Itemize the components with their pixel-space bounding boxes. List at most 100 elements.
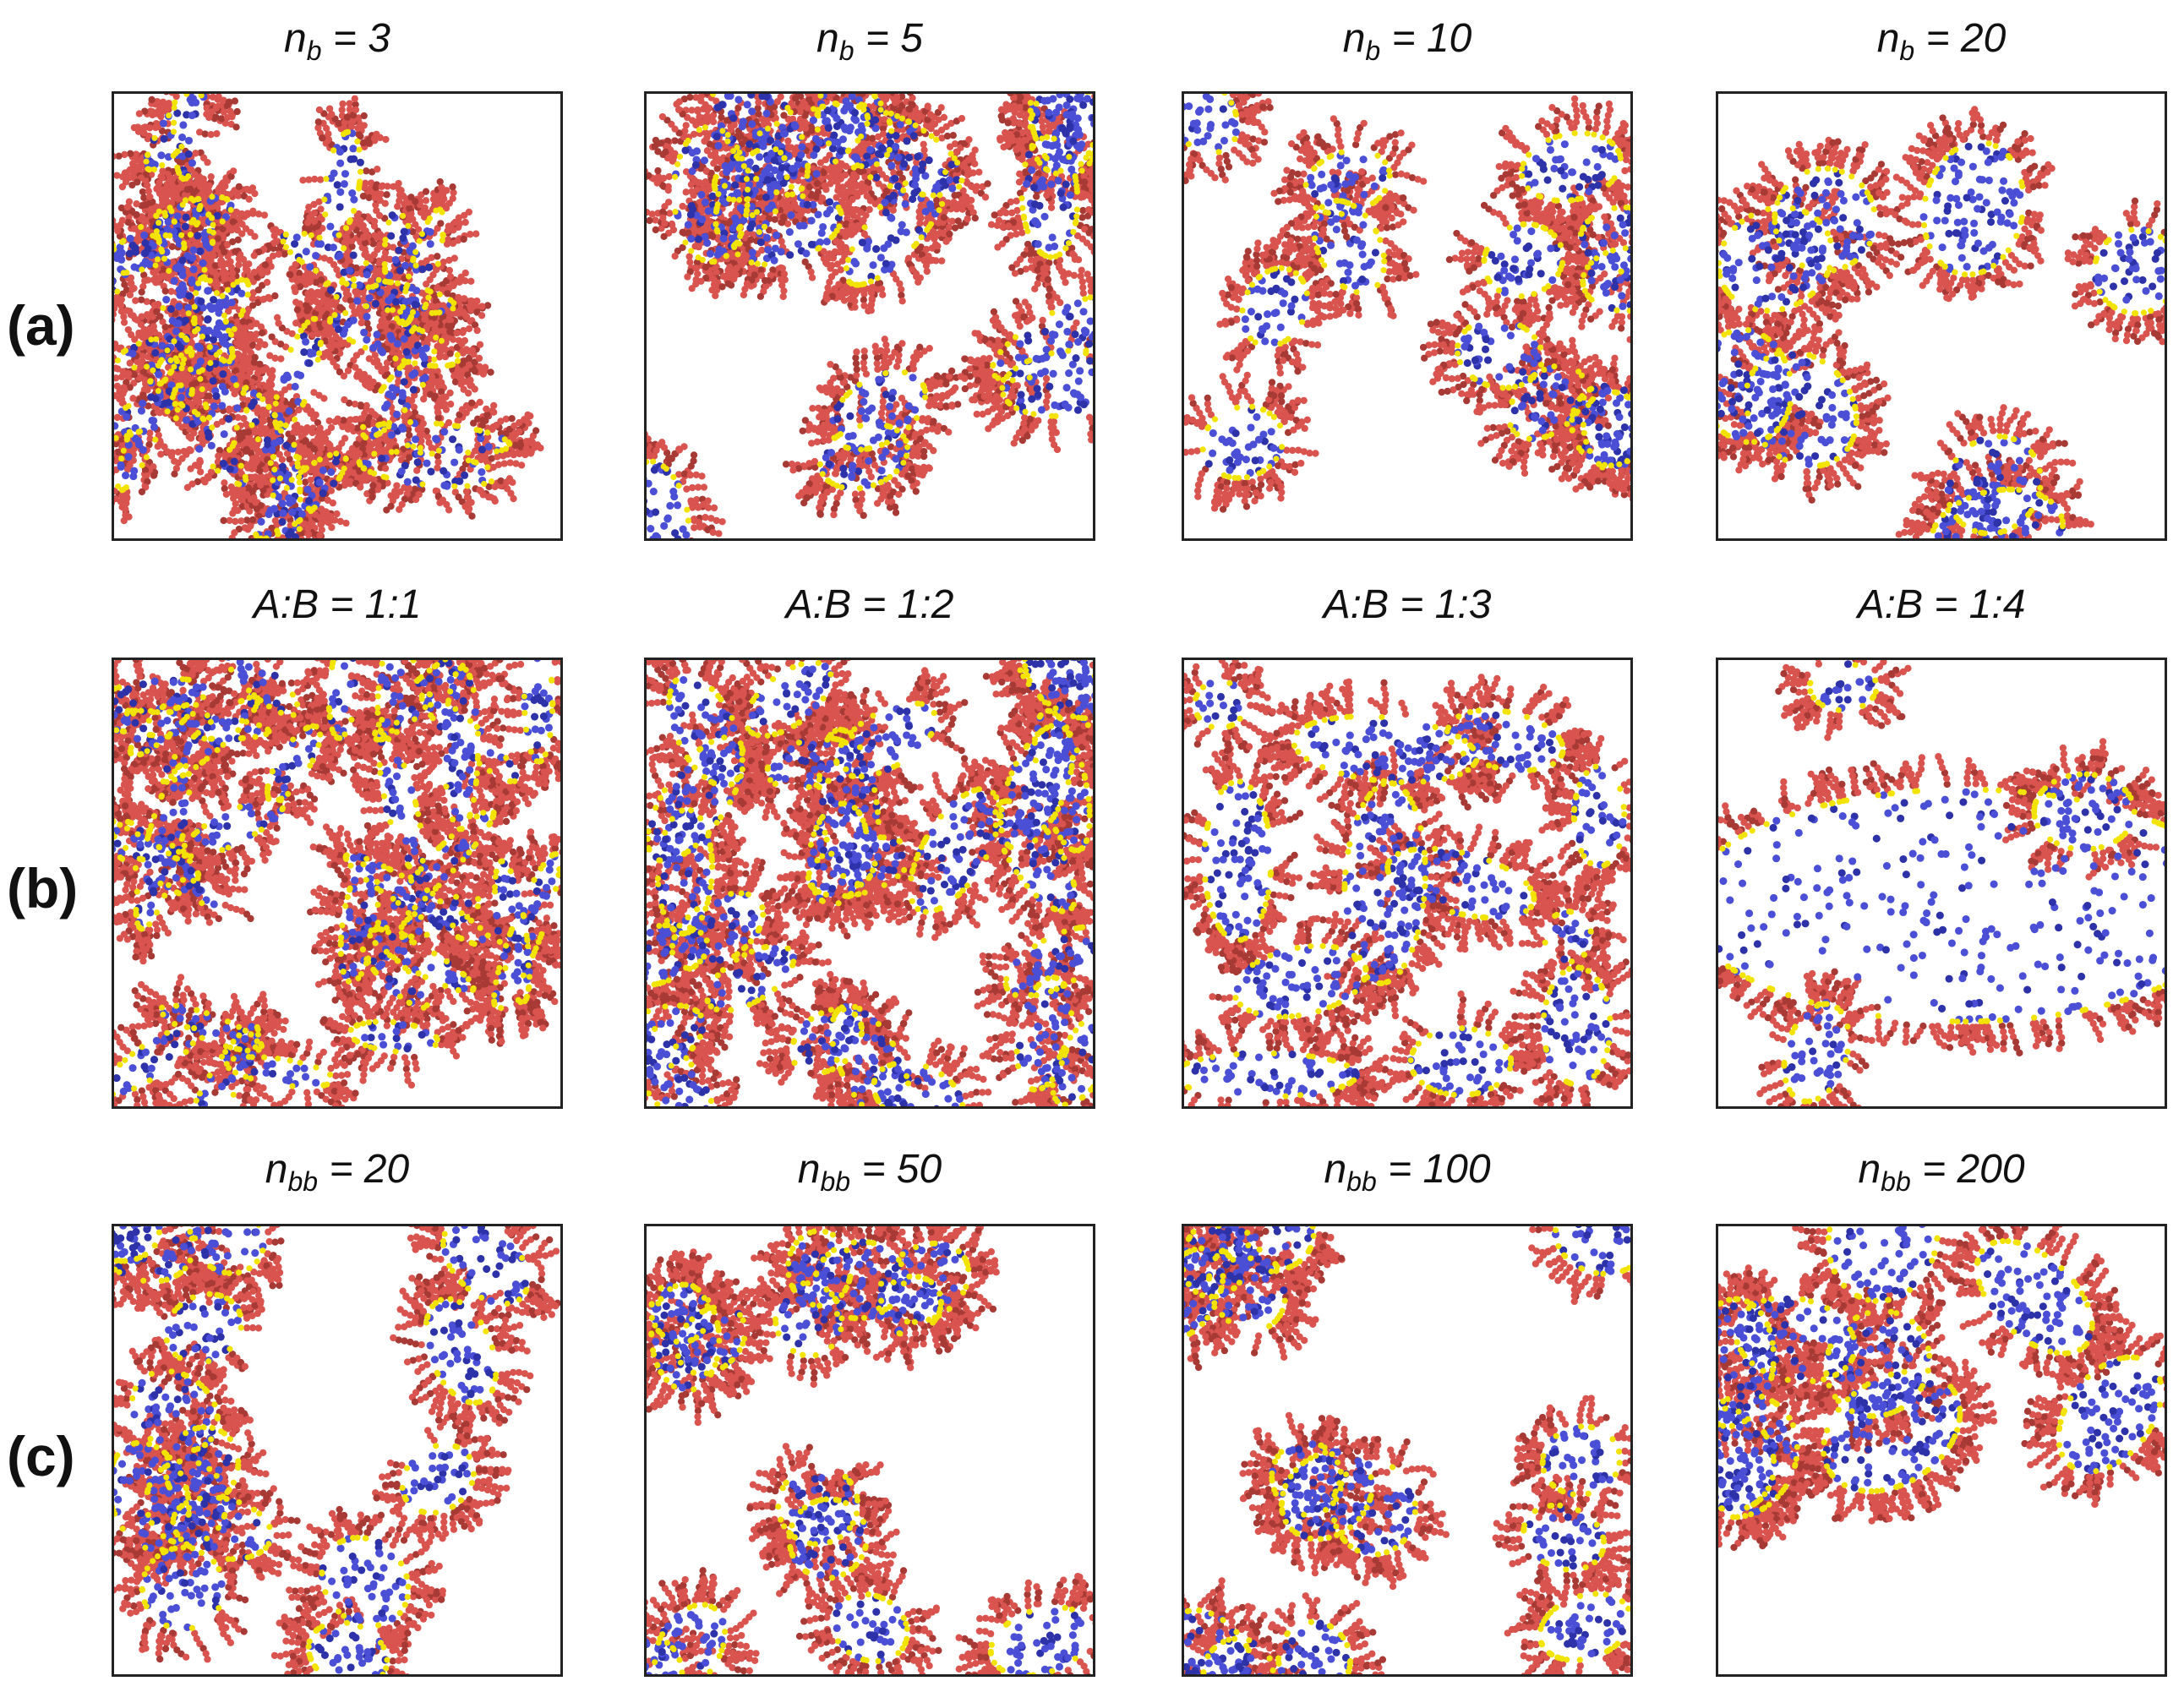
corona-bead [308, 331, 315, 338]
corona-bead [241, 345, 248, 352]
corona-bead [333, 510, 340, 517]
corona-bead [244, 356, 251, 363]
corona-bead [261, 211, 268, 218]
corona-bead [299, 177, 306, 183]
core-bead [177, 394, 185, 401]
corona-bead [246, 368, 253, 375]
corona-bead [360, 439, 367, 446]
corona-bead [311, 445, 318, 452]
row-label-b: (b) [7, 860, 78, 916]
corona-bead [150, 472, 157, 478]
corona-bead [449, 183, 456, 190]
corona-bead [262, 261, 269, 268]
corona-bead [313, 412, 319, 418]
corona-bead [188, 434, 194, 441]
title-variable: n [284, 16, 307, 61]
corona-bead [369, 494, 375, 500]
corona-bead [480, 370, 487, 377]
corona-bead [194, 177, 201, 183]
corona-bead [256, 427, 263, 434]
corona-bead [418, 431, 425, 438]
corona-bead [518, 461, 525, 468]
corona-bead [220, 517, 227, 524]
corona-bead [369, 482, 376, 488]
corona-bead [319, 134, 325, 141]
corona-bead [490, 402, 497, 409]
corona-bead [229, 510, 236, 516]
corona-bead [261, 341, 268, 348]
corona-bead [119, 217, 126, 224]
corona-bead [316, 106, 323, 113]
corona-bead [132, 297, 139, 304]
corona-bead [311, 210, 318, 216]
corona-bead [455, 294, 461, 301]
corona-bead [473, 327, 480, 334]
corona-bead [249, 184, 256, 191]
corona-bead [524, 412, 531, 418]
corona-bead [396, 506, 402, 513]
corona-bead [159, 174, 166, 181]
corona-bead [232, 248, 238, 254]
corona-bead [169, 176, 176, 183]
corona-bead [184, 484, 191, 491]
corona-bead [434, 253, 440, 259]
corona-bead [381, 254, 388, 261]
corona-bead [251, 252, 258, 259]
corona-bead [118, 396, 125, 402]
corona-bead [478, 312, 485, 319]
corona-bead [447, 273, 454, 280]
corona-bead [236, 183, 243, 190]
corona-bead [304, 290, 311, 297]
corona-bead [292, 298, 299, 305]
corona-bead [157, 450, 164, 457]
corona-bead [446, 267, 453, 274]
corona-bead [473, 297, 480, 304]
corona-bead [315, 118, 322, 125]
corona-bead [383, 506, 390, 513]
corona-bead [363, 382, 370, 389]
corona-bead [136, 110, 143, 117]
corona-bead [407, 194, 414, 200]
core-bead [123, 413, 130, 421]
corona-bead [148, 96, 155, 103]
corona-bead [128, 286, 135, 292]
corona-bead [270, 227, 276, 233]
corona-bead [235, 237, 242, 243]
corona-bead [487, 368, 494, 375]
corona-bead [192, 150, 199, 156]
corona-bead [197, 468, 204, 475]
row-label-c: (c) [7, 1428, 75, 1484]
corona-bead [232, 123, 239, 130]
corona-bead [125, 326, 132, 333]
corona-bead [357, 483, 363, 490]
corona-bead [146, 194, 153, 200]
corona-bead [328, 488, 335, 494]
corona-bead [317, 521, 324, 528]
corona-bead [260, 367, 267, 374]
corona-bead [462, 270, 469, 276]
corona-bead [352, 363, 358, 370]
corona-bead [253, 320, 259, 327]
corona-bead [320, 395, 327, 401]
corona-bead [458, 341, 465, 347]
corona-bead [335, 416, 341, 423]
corona-bead [119, 183, 126, 190]
corona-bead [382, 465, 389, 472]
corona-bead [114, 383, 121, 390]
corona-bead [339, 101, 346, 107]
corona-bead [390, 183, 396, 190]
corona-bead [143, 201, 150, 208]
corona-bead [437, 220, 444, 227]
corona-bead [213, 105, 220, 112]
corona-bead [201, 478, 208, 485]
corona-bead [221, 248, 227, 255]
corona-bead [151, 302, 158, 308]
corona-bead [256, 361, 263, 368]
corona-bead [468, 382, 475, 389]
corona-bead [114, 414, 121, 421]
corona-bead [245, 428, 252, 435]
corona-bead [204, 159, 210, 166]
corona-bead [114, 316, 115, 323]
row-label-a: (a) [7, 297, 75, 353]
corona-bead [420, 420, 427, 427]
